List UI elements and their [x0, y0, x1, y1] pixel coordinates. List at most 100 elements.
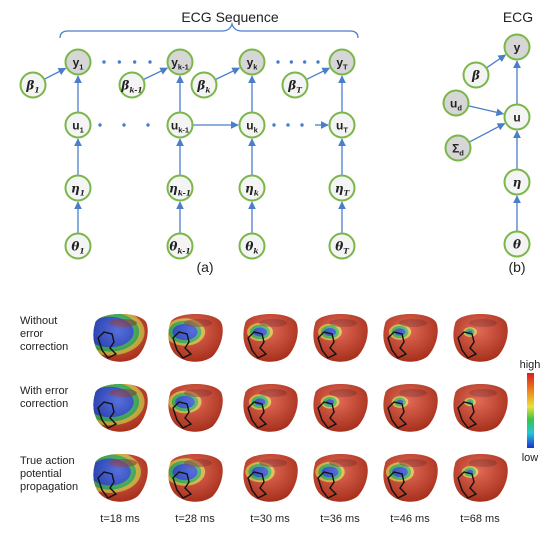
node-eta-0-symbol: η — [71, 182, 80, 196]
time-label: t=18 ms — [100, 513, 140, 525]
node-beta-3-subscript: T — [296, 86, 303, 95]
heart-r2-c3 — [313, 453, 368, 502]
heart-r0-c5-shade — [453, 313, 508, 362]
heart-r2-c4-scar-outline — [387, 471, 408, 499]
heart-r0-c2-shade — [243, 313, 298, 362]
heart-r0-c3-scar-outline — [317, 331, 338, 359]
node-u-2-circle — [238, 111, 266, 139]
row-label-line: error — [20, 328, 44, 340]
heart-r0-c4 — [383, 313, 438, 362]
node-u-1: uk-1 — [166, 111, 194, 139]
heart-r2-c0-scar-outline — [97, 471, 118, 499]
heart-r2-c2-scar-outline — [247, 471, 268, 499]
dots-u-right-dot — [272, 123, 276, 127]
diagram-a-edges — [44, 60, 346, 233]
row-label-line: potential — [20, 468, 62, 480]
dots-y-left-dot — [102, 60, 106, 64]
node-b-beta: β — [462, 61, 490, 89]
dots-u-left-dot — [98, 123, 102, 127]
heart-r0-c2-scar-outline — [247, 331, 268, 359]
node-b-ud-label: ud — [450, 97, 462, 113]
row-label-1: With error correction — [20, 385, 69, 410]
node-b-u-symbol: u — [513, 111, 520, 125]
edge-beta-y-3 — [306, 67, 331, 80]
node-eta-1-symbol: η — [169, 182, 178, 196]
heart-r1-c2-shade — [243, 383, 298, 432]
node-y-1-symbol: y — [171, 56, 178, 70]
heart-r1-c0-scar-outline — [97, 401, 118, 429]
heart-r0-c4-scar-outline — [387, 331, 408, 359]
dots-y-left-dot — [148, 60, 152, 64]
node-eta-1-circle — [166, 174, 194, 202]
dots-y-left-dot — [117, 60, 122, 64]
dots-y-right-dot — [302, 60, 307, 64]
row-label-line: correction — [20, 341, 68, 353]
node-y-2-label: yk — [247, 56, 259, 72]
node-beta-1-subscript: k-1 — [129, 86, 142, 95]
node-u-3-subscript: T — [343, 126, 348, 135]
dots-y-left — [102, 60, 152, 64]
node-theta-1-circle — [166, 232, 194, 260]
node-u-2-subscript: k — [254, 126, 259, 135]
diagram-b-title: ECG — [503, 9, 533, 25]
node-b-u-label: u — [513, 111, 520, 125]
node-eta-0-subscript: 1 — [80, 189, 85, 198]
diagram-b-edges — [468, 54, 521, 231]
row-label-line: correction — [20, 398, 68, 410]
colorbar-low-label: low — [522, 452, 539, 464]
node-eta-2-symbol: η — [245, 182, 254, 196]
node-y-3: yT — [328, 48, 356, 76]
node-u-2-symbol: u — [246, 119, 253, 133]
node-b-eta: η — [503, 168, 531, 196]
heart-r2-c4-shade — [383, 453, 438, 502]
node-y-2-subscript: k — [253, 63, 258, 72]
node-beta-2: βk — [190, 71, 218, 99]
node-u-1-label: uk-1 — [171, 119, 189, 135]
heart-r1-c4-scar-outline — [387, 401, 408, 429]
heart-r1-c5-scar-outline — [457, 401, 478, 429]
node-y-3-symbol: y — [336, 56, 343, 70]
node-theta-1-subscript: k-1 — [177, 247, 190, 256]
node-b-eta-label: η — [513, 176, 522, 190]
node-beta-0-subscript: 1 — [34, 86, 39, 95]
node-u-3-label: uT — [336, 119, 348, 135]
row-label-line: True action — [20, 455, 75, 467]
node-u-1-symbol: u — [171, 119, 178, 133]
heart-r2-c5 — [453, 453, 508, 502]
edge-b-beta-y — [486, 54, 507, 69]
node-eta-3-label: ηT — [335, 182, 351, 198]
edge-b-sigma-u — [469, 122, 506, 143]
node-eta-3-circle — [328, 174, 356, 202]
node-eta-3-subscript: T — [344, 189, 351, 198]
node-b-sigma-subscript: d — [459, 149, 464, 158]
heart-r1-c4-shade — [383, 383, 438, 432]
node-y-0: y1 — [64, 48, 92, 76]
heart-r1-c1-shade — [168, 383, 223, 432]
node-eta-0-circle — [64, 174, 92, 202]
node-b-beta-symbol: β — [471, 69, 480, 83]
node-u-2: uk — [238, 111, 266, 139]
node-u-0-symbol: u — [72, 119, 79, 133]
node-y-1-circle — [166, 48, 194, 76]
node-beta-3-symbol: β — [287, 79, 296, 93]
node-theta-3-symbol: θ — [335, 240, 343, 254]
node-u-3-circle — [328, 111, 356, 139]
node-beta-0: β1 — [19, 71, 47, 99]
row-label-line: propagation — [20, 481, 78, 493]
heart-r2-c1-shade — [168, 453, 223, 502]
sequence-brace — [59, 21, 359, 39]
dots-u-left — [98, 123, 150, 127]
node-y-2-symbol: y — [247, 56, 254, 70]
node-eta-3: ηT — [328, 174, 356, 202]
node-eta-0: η1 — [64, 174, 92, 202]
diagram-a-nodes: y1β1u1η1θ1yk-1βk-1uk-1ηk-1θk-1ykβkukηkθk… — [19, 48, 356, 260]
heart-r1-c2 — [243, 383, 298, 432]
dots-y-right-dot — [289, 60, 294, 64]
node-b-eta-circle — [503, 168, 531, 196]
node-theta-0-symbol: θ — [71, 240, 79, 254]
heart-r0-c0-scar-outline — [97, 331, 118, 359]
node-y-3-circle — [328, 48, 356, 76]
node-beta-0-symbol: β — [25, 79, 34, 93]
diagram-a-title: ECG Sequence — [181, 9, 278, 25]
